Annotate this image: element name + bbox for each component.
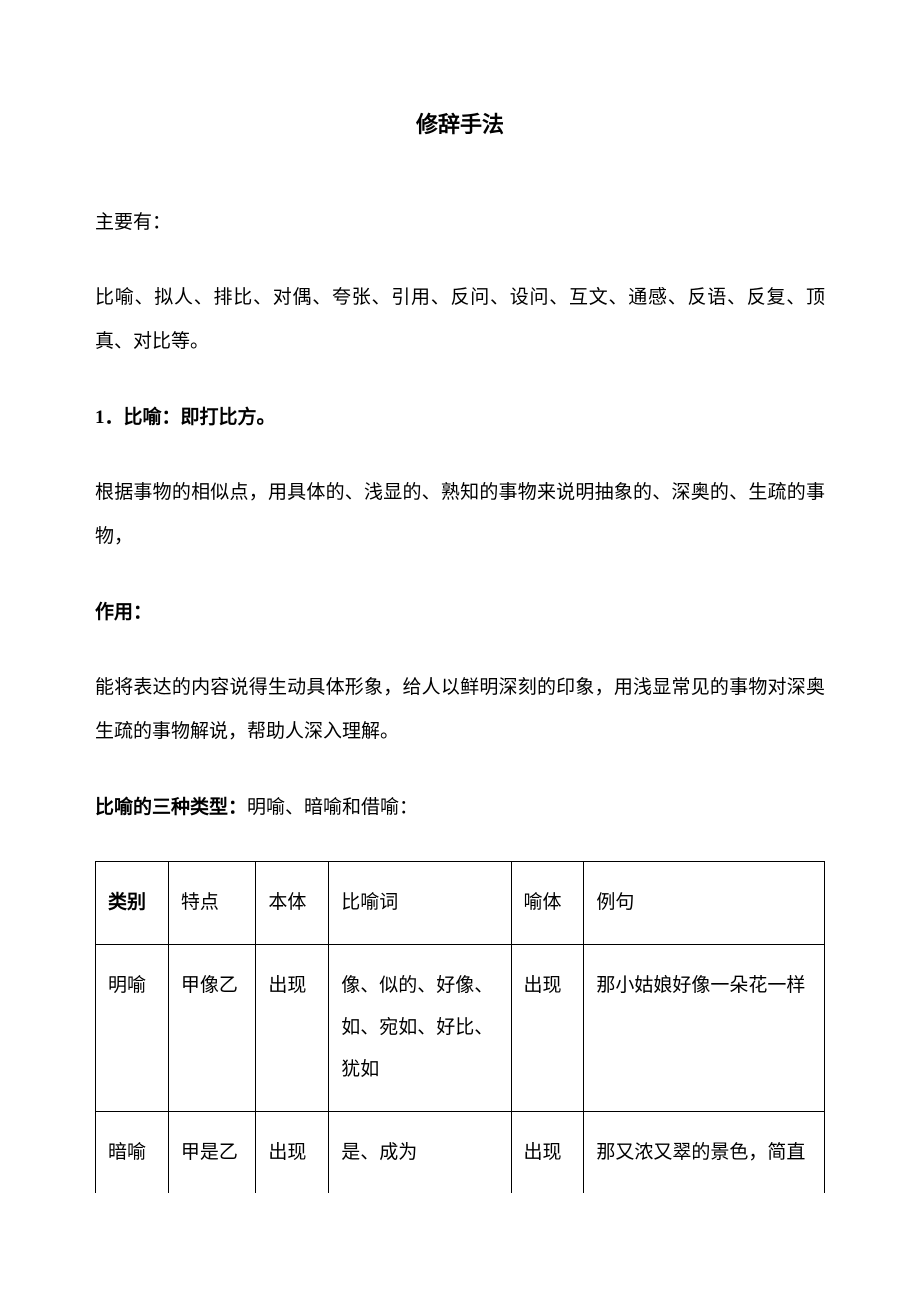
table-cell: 出现 [256,1111,329,1193]
table-cell: 是、成为 [329,1111,511,1193]
table-header-cell: 喻体 [511,862,584,945]
table-cell: 出现 [511,1111,584,1193]
effect-label: 作用： [95,591,825,635]
section-1-description: 根据事物的相似点，用具体的、浅显的、熟知的事物来说明抽象的、深奥的、生疏的事物， [95,471,825,558]
table-cell: 像、似的、好像、如、宛如、好比、犹如 [329,945,511,1111]
table-header-cell: 比喻词 [329,862,511,945]
intro-list: 比喻、拟人、排比、对偶、夸张、引用、反问、设问、互文、通感、反语、反复、顶真、对… [95,276,825,363]
table-row: 明喻 甲像乙 出现 像、似的、好像、如、宛如、好比、犹如 出现 那小姑娘好像一朵… [96,945,825,1111]
table-row: 暗喻 甲是乙 出现 是、成为 出现 那又浓又翠的景色，简直 [96,1111,825,1193]
table-header-cell: 特点 [168,862,255,945]
table-cell: 出现 [256,945,329,1111]
types-label: 比喻的三种类型： [95,797,247,818]
table-header-cell: 本体 [256,862,329,945]
table-cell: 甲像乙 [168,945,255,1111]
intro-label: 主要有： [95,212,171,233]
table-cell: 明喻 [96,945,169,1111]
section-1-heading: 1．比喻：即打比方。 [95,396,825,440]
table-cell: 甲是乙 [168,1111,255,1193]
simile-table-wrapper: 类别 特点 本体 比喻词 喻体 例句 明喻 甲像乙 出现 像、似的、好像、如、宛… [95,861,825,1193]
table-cell: 出现 [511,945,584,1111]
table-cell: 暗喻 [96,1111,169,1193]
types-paragraph: 比喻的三种类型：明喻、暗喻和借喻： [95,786,825,830]
intro-paragraph: 主要有： [95,201,825,245]
types-desc: 明喻、暗喻和借喻： [247,797,418,818]
page-title: 修辞手法 [95,100,825,151]
simile-types-table: 类别 特点 本体 比喻词 喻体 例句 明喻 甲像乙 出现 像、似的、好像、如、宛… [95,861,825,1193]
table-cell: 那小姑娘好像一朵花一样 [584,945,825,1111]
table-header-row: 类别 特点 本体 比喻词 喻体 例句 [96,862,825,945]
table-cell: 那又浓又翠的景色，简直 [584,1111,825,1193]
effect-description: 能将表达的内容说得生动具体形象，给人以鲜明深刻的印象，用浅显常见的事物对深奥生疏… [95,666,825,753]
table-header-cell: 例句 [584,862,825,945]
table-header-cell: 类别 [96,862,169,945]
